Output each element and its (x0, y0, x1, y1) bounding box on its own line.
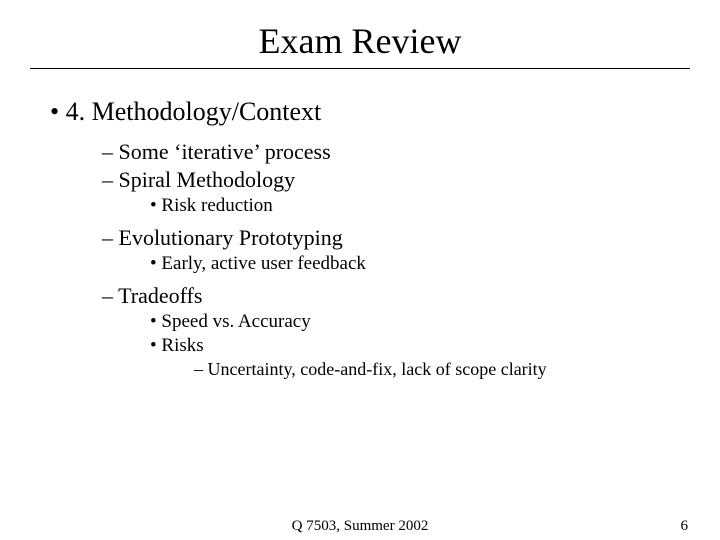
bullet-lvl4: Uncertainty, code-and-fix, lack of scope… (208, 359, 680, 380)
bullet-lvl3: Speed vs. Accuracy (164, 311, 680, 333)
bullet-lvl2: Tradeoffs (118, 283, 680, 309)
spacer (40, 219, 680, 223)
slide-title: Exam Review (30, 20, 690, 62)
page-number: 6 (681, 518, 689, 535)
bullet-lvl2: Some ‘iterative’ process (118, 139, 680, 165)
bullet-lvl2: Spiral Methodology (118, 167, 680, 193)
bullet-lvl1: 4. Methodology/Context (68, 97, 680, 127)
title-container: Exam Review (30, 20, 690, 69)
bullet-lvl2: Evolutionary Prototyping (118, 225, 680, 251)
bullet-lvl3: Early, active user feedback (164, 253, 680, 275)
bullet-lvl3: Risk reduction (164, 195, 680, 217)
footer-text: Q 7503, Summer 2002 (0, 518, 720, 535)
slide: Exam Review 4. Methodology/Context Some … (0, 0, 720, 540)
bullet-lvl3: Risks (164, 335, 680, 357)
spacer (40, 277, 680, 281)
